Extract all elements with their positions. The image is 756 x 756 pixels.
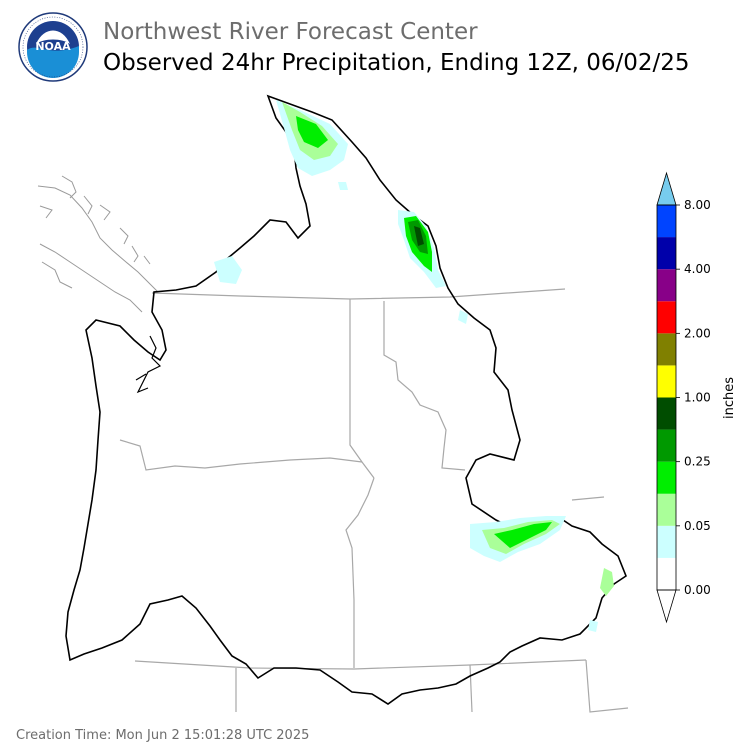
colorbar-bin (657, 301, 676, 334)
state-borders (119, 288, 629, 713)
colorbar-unit-label: inches (722, 377, 737, 419)
colorbar-tick-label: 8.00 (684, 198, 711, 212)
logo-text: NOAA (35, 40, 71, 53)
page-title: Northwest River Forecast Center (103, 19, 478, 45)
colorbar-bin (657, 461, 676, 494)
noaa-logo: NOAA (18, 12, 88, 82)
colorbar-tick-label: 4.00 (684, 262, 711, 276)
colorbar-bin (657, 429, 676, 462)
creation-time: Creation Time: Mon Jun 2 15:01:28 UTC 20… (16, 728, 310, 743)
colorbar-tick-label: 2.00 (684, 326, 711, 340)
colorbar-bin (657, 525, 676, 558)
colorbar-tick-label: 1.00 (684, 391, 711, 405)
colorbar: 0.00 0.05 0.25 1.00 2.00 4.00 8.00 (656, 171, 711, 624)
colorbar-bin (657, 557, 676, 590)
page-subtitle: Observed 24hr Precipitation, Ending 12Z,… (103, 50, 690, 76)
colorbar-bin (657, 237, 676, 270)
puget-sound (135, 335, 162, 394)
colorbar-bin (657, 205, 676, 238)
colorbar-bin (657, 365, 676, 398)
colorbar-bin (657, 269, 676, 302)
colorbar-tick-label: 0.25 (684, 455, 711, 469)
basin-outline (65, 94, 627, 705)
colorbar-tick-label: 0.05 (684, 519, 711, 533)
colorbar-bin (657, 397, 676, 430)
coastline-canada (37, 175, 159, 313)
colorbar-bin (657, 493, 676, 526)
precip-shading (214, 100, 614, 632)
colorbar-under-arrow (656, 589, 677, 624)
colorbar-over-arrow (656, 171, 677, 206)
colorbar-tick-label: 0.00 (684, 583, 711, 597)
colorbar-bin (657, 333, 676, 366)
